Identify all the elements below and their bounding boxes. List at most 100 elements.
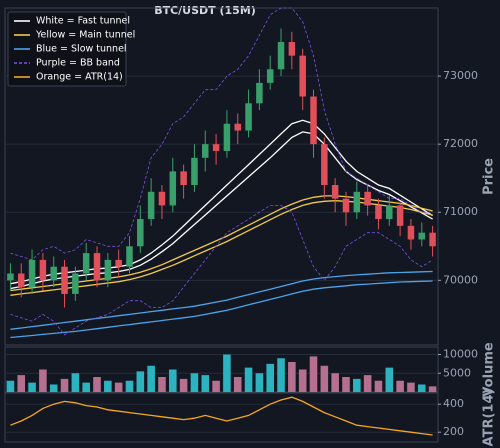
band-line <box>10 119 433 285</box>
candle-body <box>50 266 57 281</box>
candle-body <box>93 253 101 281</box>
candle-body <box>256 82 263 104</box>
candle-body <box>223 123 231 151</box>
candle-body <box>342 198 350 213</box>
candle-body <box>158 191 166 206</box>
candle-body <box>386 205 393 220</box>
legend-label: Orange = ATR(14) <box>36 72 123 83</box>
volume-bar <box>353 378 361 392</box>
band-line <box>10 7 433 261</box>
candle-body <box>169 171 177 206</box>
panel-frame <box>4 7 439 346</box>
volume-bar <box>298 369 307 392</box>
candle-body <box>61 266 68 294</box>
volume-bar <box>223 354 231 392</box>
chart-title: BTC/USDT (15M) <box>154 4 256 17</box>
y-axis-label: Volume <box>482 342 497 397</box>
y-axis-label: ATR(14) <box>482 389 497 447</box>
candle-body <box>147 191 155 220</box>
volume-bar <box>266 363 275 392</box>
volume-bar <box>28 382 36 392</box>
candle-body <box>180 171 187 186</box>
volume-bar <box>342 377 350 392</box>
y-tick-label: 71000 <box>443 205 478 218</box>
candle-body <box>137 219 144 247</box>
candle-body <box>245 103 252 131</box>
y-tick-label: 72000 <box>443 137 478 150</box>
volume-bar <box>374 380 383 392</box>
candle-body <box>17 273 25 288</box>
band-line <box>10 131 433 290</box>
candle-body <box>126 246 133 267</box>
volume-bar <box>309 356 318 392</box>
candle-body <box>321 144 328 186</box>
volume-bar <box>71 373 80 392</box>
volume-bar <box>125 380 134 392</box>
volume-bar <box>331 373 339 392</box>
volume-bar <box>39 369 47 392</box>
candle-body <box>7 273 14 281</box>
candle-body <box>331 185 339 199</box>
y-axis-label: Price <box>482 158 497 195</box>
volume-bar <box>168 369 177 392</box>
candle-body <box>375 205 382 220</box>
candle-body <box>288 42 296 56</box>
candle-body <box>191 157 198 186</box>
candle-body <box>39 259 47 281</box>
candle-body <box>299 55 306 97</box>
volume-bar <box>17 375 26 392</box>
volume-bar <box>385 367 394 392</box>
legend-label: White = Fast tunnel <box>36 16 130 27</box>
volume-bar <box>114 382 123 392</box>
legend-label: Yellow = Main tunnel <box>35 30 135 41</box>
y-tick-label: 10000 <box>443 348 478 361</box>
legend-label: Purple = BB band <box>36 58 120 69</box>
volume-bar <box>104 380 112 392</box>
volume-bar <box>6 380 15 392</box>
panel-frame <box>4 346 439 393</box>
volume-bar <box>277 358 285 392</box>
volume-bar <box>428 386 437 392</box>
candle-body <box>277 42 285 70</box>
legend-box <box>7 11 127 87</box>
y-tick-label: 5000 <box>443 366 471 379</box>
candle-body <box>234 123 241 131</box>
volume-bar <box>147 365 155 392</box>
candle-body <box>72 273 79 294</box>
volume-bar <box>363 375 372 392</box>
candle-body <box>396 205 404 226</box>
candle-body <box>418 232 426 240</box>
volume-bar <box>49 384 58 392</box>
volume-bar <box>417 384 426 392</box>
candle-body <box>202 144 209 158</box>
band-line <box>10 195 433 292</box>
volume-bar <box>407 382 415 392</box>
volume-bar <box>93 377 101 392</box>
y-tick-label: 70000 <box>443 273 478 286</box>
candle-body <box>28 259 36 288</box>
volume-bar <box>60 378 69 392</box>
band-line <box>10 205 433 336</box>
candle-body <box>82 253 90 274</box>
candle-body <box>407 225 415 240</box>
legend-label: Blue = Slow tunnel <box>36 44 127 55</box>
volume-bar <box>244 367 253 392</box>
volume-bar <box>320 365 329 392</box>
volume-bar <box>212 380 220 392</box>
volume-bar <box>255 373 264 392</box>
band-line <box>10 200 433 296</box>
band-line <box>10 280 433 339</box>
atr-line <box>10 396 433 436</box>
y-tick-label: 200 <box>443 425 464 438</box>
candle-body <box>429 232 436 247</box>
volume-bar <box>190 373 199 392</box>
volume-bar <box>158 377 166 392</box>
volume-bar <box>136 371 145 392</box>
y-tick-label: 400 <box>443 397 464 410</box>
volume-bar <box>179 378 188 392</box>
volume-bar <box>233 377 242 392</box>
candle-body <box>212 144 220 151</box>
y-tick-label: 73000 <box>443 69 478 82</box>
candle-body <box>266 69 274 83</box>
volume-bar <box>288 362 296 392</box>
